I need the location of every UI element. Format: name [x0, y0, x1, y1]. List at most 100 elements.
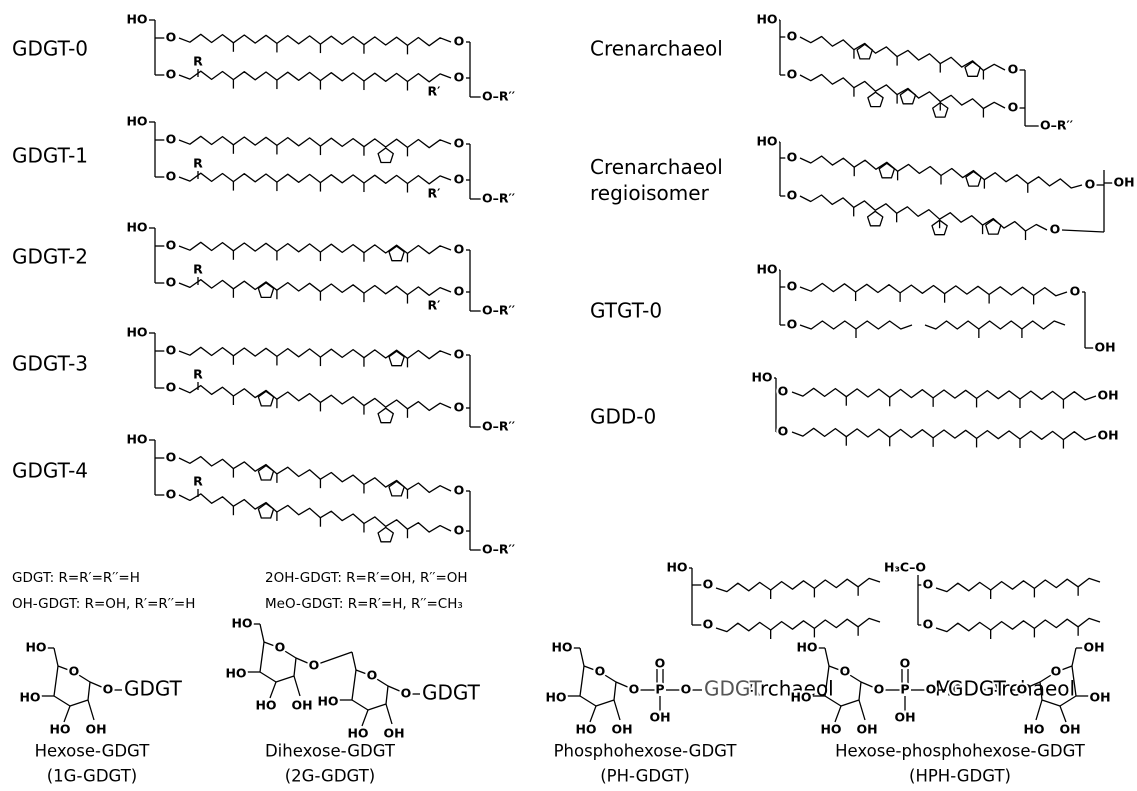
cyclopentane: [257, 282, 275, 299]
atom-label: R: [193, 54, 203, 69]
atom-label: HO: [126, 432, 147, 447]
atom-label: O: [367, 668, 378, 683]
lipid-name: Archaeol: [746, 677, 834, 701]
bond: [385, 703, 393, 725]
atom-label: GDGT: [704, 677, 763, 701]
bond: [1061, 229, 1105, 233]
atom-label: HO: [756, 134, 777, 149]
atom-label: O: [166, 67, 177, 82]
chain: [178, 33, 452, 47]
atom-label: OH: [1094, 340, 1115, 355]
bond: [387, 685, 403, 693]
bond: [860, 681, 876, 689]
chain: [791, 427, 1097, 441]
chain: [799, 35, 1006, 72]
atom-label: OH: [85, 722, 106, 737]
atom-label: HO: [49, 722, 70, 737]
atom-label: R: [193, 367, 203, 382]
atom-label: HO: [796, 640, 817, 655]
bond: [858, 699, 866, 721]
atom-label: O: [1008, 62, 1019, 77]
atom-label: O: [454, 400, 465, 415]
glycolipid-abbr: (HPH-GDGT): [909, 767, 1011, 786]
bond: [295, 657, 311, 665]
atom-label: O: [926, 682, 937, 697]
atom-label: O–R′′: [482, 89, 515, 104]
cyclopentane: [899, 88, 917, 105]
cyclopentane: [856, 43, 873, 60]
lipid-name: GDGT-1: [12, 144, 88, 168]
atom-label: O: [787, 150, 798, 165]
atom-label: O: [787, 317, 798, 332]
atom-label: O–R′′: [482, 303, 515, 318]
atom-label: HO: [790, 690, 811, 705]
cyclopentane: [965, 170, 982, 187]
cyclopentane: [257, 502, 275, 519]
chain: [178, 172, 452, 185]
lipid-name: Crenarchaeol: [590, 37, 723, 61]
cyclopentane: [377, 526, 394, 543]
glycolipid-name: Hexose-phosphohexose-GDGT: [835, 742, 1086, 761]
atom-label: O–R′′: [482, 419, 515, 434]
bond: [1071, 647, 1077, 667]
atom-label: R′: [428, 186, 441, 201]
atom-label: HO: [666, 560, 687, 575]
bond: [589, 705, 597, 723]
atom-label: O: [69, 664, 80, 679]
atom-label: O: [454, 483, 465, 498]
cyclopentane: [932, 101, 949, 118]
atom-label: O: [923, 577, 934, 592]
lipid-name: GDGT-0: [12, 37, 88, 61]
atom-label: O: [787, 279, 798, 294]
atom-label: R: [193, 474, 203, 489]
atom-label: O: [1050, 222, 1061, 237]
chain: [799, 194, 1048, 232]
atom-label: HO: [126, 325, 147, 340]
bond: [87, 699, 95, 721]
atom-label: O: [166, 343, 177, 358]
legend-line: GDGT: R=R′=R′′=H: [12, 570, 140, 586]
atom-label: O: [275, 640, 286, 655]
atom-label: O: [309, 658, 320, 673]
cyclopentane: [377, 407, 394, 424]
lipid-name: Crenarchaeol regioisomer: [590, 155, 723, 205]
lipid-name: GTGT-0: [590, 299, 662, 323]
atom-label: HO: [756, 12, 777, 27]
atom-label: OH: [1083, 640, 1104, 655]
atom-label: O: [1085, 177, 1096, 192]
legend-line: 2OH-GDGT: R=R′=OH, R′′=OH: [265, 570, 468, 586]
chain: [715, 617, 881, 633]
atom-label: OH: [856, 722, 877, 737]
atom-label: R′: [428, 84, 441, 99]
atom-label: O: [900, 656, 911, 671]
atom-label: HO: [820, 722, 841, 737]
cyclopentane: [878, 162, 896, 179]
atom-label: O: [166, 450, 177, 465]
atom-label: O: [166, 275, 177, 290]
atom-label: HO: [25, 640, 46, 655]
atom-label: O: [454, 34, 465, 49]
atom-label: GDGT: [422, 681, 481, 705]
atom-label: HO: [255, 698, 276, 713]
atom-label: O: [166, 238, 177, 253]
bond: [1059, 705, 1067, 723]
atom-label: OH: [649, 710, 670, 725]
cyclopentane: [931, 219, 948, 236]
bond: [53, 647, 59, 667]
chain: [178, 279, 452, 296]
cyclopentane: [388, 245, 405, 262]
bond: [89, 681, 105, 689]
cyclopentane: [388, 480, 405, 497]
chain: [715, 577, 881, 593]
atom-label: O: [454, 70, 465, 85]
atom-label: O: [166, 169, 177, 184]
atom-label: H₃C–O: [884, 560, 926, 575]
atom-label: O: [454, 242, 465, 257]
chain: [799, 320, 913, 330]
chain: [799, 282, 1068, 297]
atom-label: P: [655, 682, 664, 697]
cyclopentane: [388, 350, 405, 367]
atom-label: P: [900, 682, 909, 697]
chain: [178, 384, 452, 412]
atom-label: O: [166, 30, 177, 45]
